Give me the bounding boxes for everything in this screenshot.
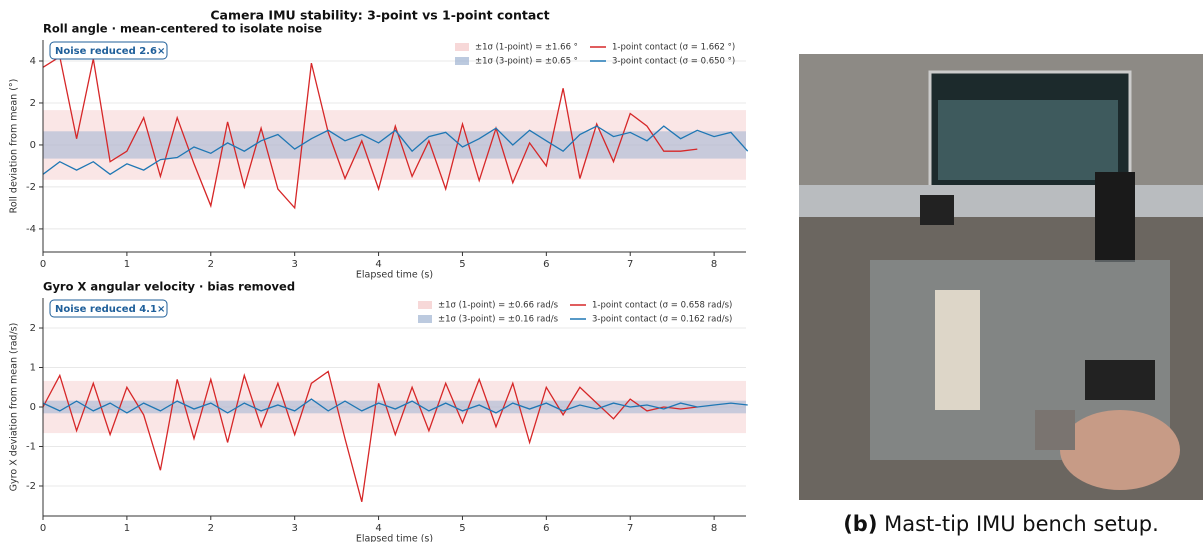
series-line	[42, 370, 698, 502]
legend-swatch	[455, 57, 469, 65]
legend-label: ±1σ (1-point) = ±0.66 rad/s	[438, 301, 559, 311]
legend-swatch	[418, 315, 432, 323]
photo-imu	[920, 195, 954, 225]
y-tick-label: -2	[26, 182, 36, 193]
caption-label: (b)	[843, 512, 877, 536]
y-axis-label: Gyro X deviation from mean (rad/s)	[9, 323, 20, 492]
annotation: Noise reduced 2.6×	[55, 46, 165, 57]
photo-screen	[938, 100, 1118, 180]
x-tick-label: 7	[627, 259, 633, 270]
figure-title: Camera IMU stability: 3-point vs 1-point…	[210, 8, 549, 23]
x-tick-label: 7	[627, 523, 633, 534]
chart-title: Gyro X angular velocity · bias removed	[43, 280, 295, 294]
x-tick-label: 4	[375, 523, 381, 534]
x-tick-label: 2	[208, 259, 214, 270]
annotation: Noise reduced 4.1×	[55, 304, 165, 315]
x-axis-label: Elapsed time (s)	[356, 534, 433, 542]
y-tick-label: -2	[26, 481, 36, 492]
x-tick-label: 1	[124, 523, 130, 534]
y-tick-label: 0	[30, 402, 36, 413]
photo-board	[1085, 360, 1155, 400]
legend-label: 3-point contact (σ = 0.162 rad/s)	[592, 315, 732, 325]
x-tick-label: 0	[40, 259, 46, 270]
x-tick-label: 2	[208, 523, 214, 534]
legend-label: 1-point contact (σ = 1.662 °)	[612, 43, 735, 53]
x-tick-label: 5	[459, 259, 465, 270]
series-line	[42, 125, 749, 176]
x-axis-label: Elapsed time (s)	[356, 270, 433, 281]
legend-label: ±1σ (3-point) = ±0.65 °	[475, 57, 578, 67]
chart-title: Roll angle · mean-centered to isolate no…	[43, 22, 322, 36]
y-tick-label: 0	[30, 140, 36, 151]
x-tick-label: 6	[543, 259, 549, 270]
x-tick-label: 3	[291, 523, 297, 534]
series-line	[42, 55, 698, 210]
sigma-band	[43, 131, 746, 159]
legend-swatch	[418, 301, 432, 309]
x-tick-label: 8	[711, 523, 717, 534]
y-axis-label: Roll deviation from mean (°)	[9, 79, 20, 214]
photo-bracket	[1095, 172, 1135, 262]
legend-swatch	[455, 43, 469, 51]
annotation-box	[49, 41, 168, 60]
y-tick-label: 1	[30, 363, 36, 374]
photo	[799, 54, 1203, 500]
x-tick-label: 3	[291, 259, 297, 270]
series-line	[42, 398, 748, 414]
y-tick-label: 4	[30, 56, 36, 67]
annotation-box	[49, 299, 168, 318]
photo-caption: (b) Mast-tip IMU bench setup.	[843, 512, 1159, 536]
x-tick-label: 8	[711, 259, 717, 270]
photo-rail	[799, 185, 1203, 217]
x-tick-label: 0	[40, 523, 46, 534]
x-tick-label: 6	[543, 523, 549, 534]
y-tick-label: -1	[26, 441, 36, 452]
y-tick-label: -4	[26, 224, 36, 235]
legend-label: 3-point contact (σ = 0.650 °)	[612, 57, 735, 67]
photo-hand	[1060, 410, 1180, 490]
legend-label: ±1σ (1-point) = ±1.66 °	[475, 43, 578, 53]
photo-sensor	[1035, 410, 1075, 450]
photo-mount	[935, 290, 980, 410]
y-tick-label: 2	[30, 323, 36, 334]
legend-label: ±1σ (3-point) = ±0.16 rad/s	[438, 315, 559, 325]
x-tick-label: 1	[124, 259, 130, 270]
y-tick-label: 2	[30, 98, 36, 109]
caption-text: Mast-tip IMU bench setup.	[884, 512, 1159, 536]
legend-label: 1-point contact (σ = 0.658 rad/s)	[592, 301, 732, 311]
x-tick-label: 5	[459, 523, 465, 534]
x-tick-label: 4	[375, 259, 381, 270]
